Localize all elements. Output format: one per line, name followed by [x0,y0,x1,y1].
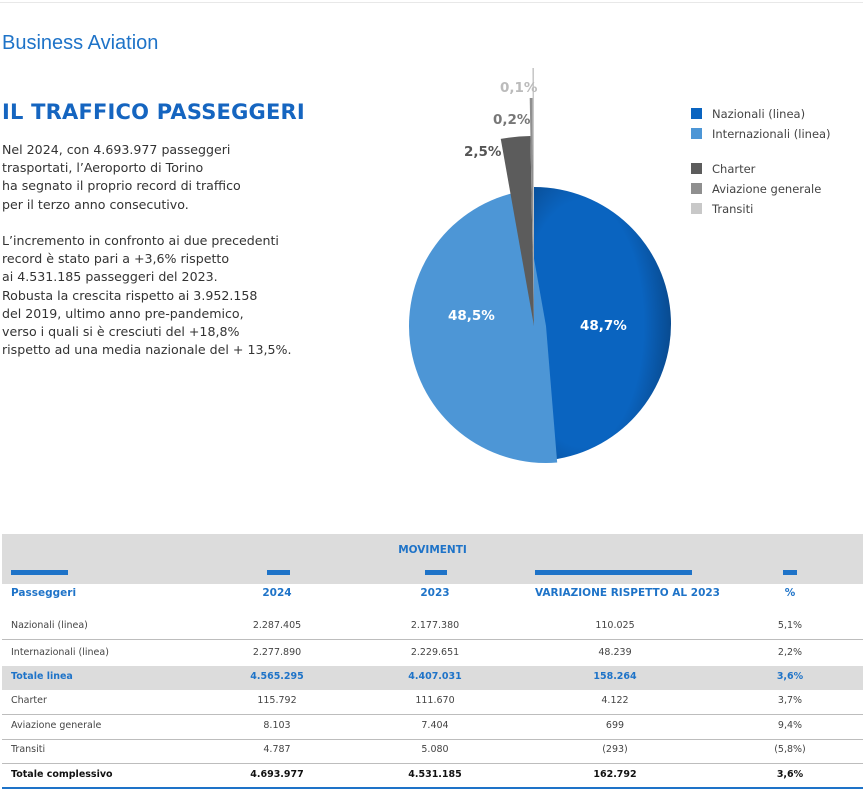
value-percent: 5,1% [777,620,803,631]
legend-swatch [691,108,702,119]
legend-label: Internazionali (linea) [712,127,831,141]
column-accent-bar [11,570,68,575]
column-header-percent: % [784,587,796,599]
pie-slice-transiti [532,68,534,326]
row-label: Charter [11,695,47,706]
value-variazione: (293) [602,744,628,755]
text-line: record è stato pari a +3,6% rispetto [2,251,230,267]
legend-swatch [691,163,702,174]
text-line: Nel 2024, con 4.693.977 passeggeri [2,142,231,157]
pie-slice-label: 48,7% [580,318,627,334]
text-line: verso i quali si è cresciuti del +18,8% [2,324,240,340]
value-variazione: 162.792 [593,769,637,780]
text-line: ai 4.531.185 passeggeri del 2023. [2,269,218,285]
column-header-passeggeri: Passeggeri [11,587,77,599]
value-percent: 9,4% [777,720,803,731]
row-label: Transiti [11,744,46,755]
text-line: per il terzo anno consecutivo. [2,196,189,212]
text-line: L’incremento in confronto ai due precede… [2,233,279,248]
column-accent-bar [267,570,290,575]
value-2024: 8.103 [263,720,291,731]
value-variazione: 110.025 [595,620,635,631]
section-title: Business Aviation [2,32,159,54]
pie-slice-aviazione-generale [529,98,534,326]
top-divider [0,2,863,3]
value-2023: 4.407.031 [408,671,462,682]
value-2024: 2.277.890 [252,647,302,658]
value-variazione: 699 [605,720,625,731]
value-2024: 4.787 [263,744,291,755]
legend-swatch [691,128,702,139]
row-label: Totale linea [11,671,73,682]
passenger-pie-chart: 48,7% 48,5% 2,5% 0,2% 0,1% [408,68,672,464]
table-row: Aviazione generale 8.103 7.404 699 9,4% [2,715,863,740]
value-percent: 3,7% [777,695,803,706]
value-2023: 2.177.380 [410,620,460,631]
legend-label: Aviazione generale [712,182,822,196]
column-accent-bar [425,570,447,575]
text-line: rispetto ad una media nazionale del + 13… [2,342,292,358]
page-heading: IL TRAFFICO PASSEGGERI [2,100,305,124]
table-bottom-rule [2,787,863,789]
row-label: Nazionali (linea) [11,620,88,631]
table-row: Charter 115.792 111.670 4.122 3,7% [2,690,863,715]
pie-slice-label: 48,5% [448,308,495,324]
growth-paragraph: L’incremento in confronto ai due precede… [2,232,292,359]
pie-slice-label: 0,2% [493,112,531,128]
text-line: ha segnato il proprio record di traffico [2,178,241,194]
table-title: MOVIMENTI [398,544,467,556]
value-percent: 3,6% [776,769,804,780]
value-percent: (5,8%) [774,744,806,755]
column-header-2023: 2023 [420,587,450,599]
legend-label: Nazionali (linea) [712,107,806,121]
table-row: Internazionali (linea) 2.277.890 2.229.6… [2,642,863,666]
column-header-variazione: VARIAZIONE RISPETTO AL 2023 [535,587,720,599]
column-header-2024: 2024 [262,587,292,599]
value-2024: 115.792 [257,695,297,706]
intro-paragraph: Nel 2024, con 4.693.977 passeggeri trasp… [2,141,292,214]
value-percent: 3,6% [776,671,804,682]
pie-slice-internazionali-linea [408,191,558,464]
value-percent: 2,2% [777,647,803,658]
table-row-subtotal: Totale linea 4.565.295 4.407.031 158.264… [2,666,863,690]
value-variazione: 4.122 [601,695,629,706]
row-label: Totale complessivo [11,769,113,780]
value-2024: 4.565.295 [250,671,304,682]
value-variazione: 48.239 [598,647,632,658]
text-line: trasportati, l’Aeroporto di Torino [2,160,204,176]
pie-slice-nazionali-linea [534,187,672,461]
value-2023: 4.531.185 [408,769,462,780]
pie-slice-label: 0,1% [500,80,538,96]
value-2023: 2.229.651 [410,647,460,658]
pie-slice-label: 2,5% [464,144,502,160]
row-label: Aviazione generale [11,720,102,731]
value-2023: 5.080 [421,744,449,755]
legend-label: Transiti [712,202,754,216]
value-2024: 2.287.405 [252,620,302,631]
table-row: Transiti 4.787 5.080 (293) (5,8%) [2,739,863,764]
legend-swatch [691,183,702,194]
legend-label: Charter [712,162,756,176]
value-variazione: 158.264 [593,671,637,682]
value-2023: 7.404 [421,720,449,731]
legend-swatch [691,203,702,214]
text-line: Robusta la crescita rispetto ai 3.952.15… [2,287,258,303]
value-2023: 111.670 [415,695,455,706]
row-label: Internazionali (linea) [11,647,109,658]
column-accent-bar [535,570,692,575]
column-accent-bar [783,570,797,575]
table-row-total: Totale complessivo 4.693.977 4.531.185 1… [2,764,863,788]
table-header-band [2,534,863,584]
text-line: del 2019, ultimo anno pre-pandemico, [2,305,244,321]
pie-slice-charter [500,136,534,326]
value-2024: 4.693.977 [250,769,304,780]
table-row: Nazionali (linea) 2.287.405 2.177.380 11… [2,615,863,640]
